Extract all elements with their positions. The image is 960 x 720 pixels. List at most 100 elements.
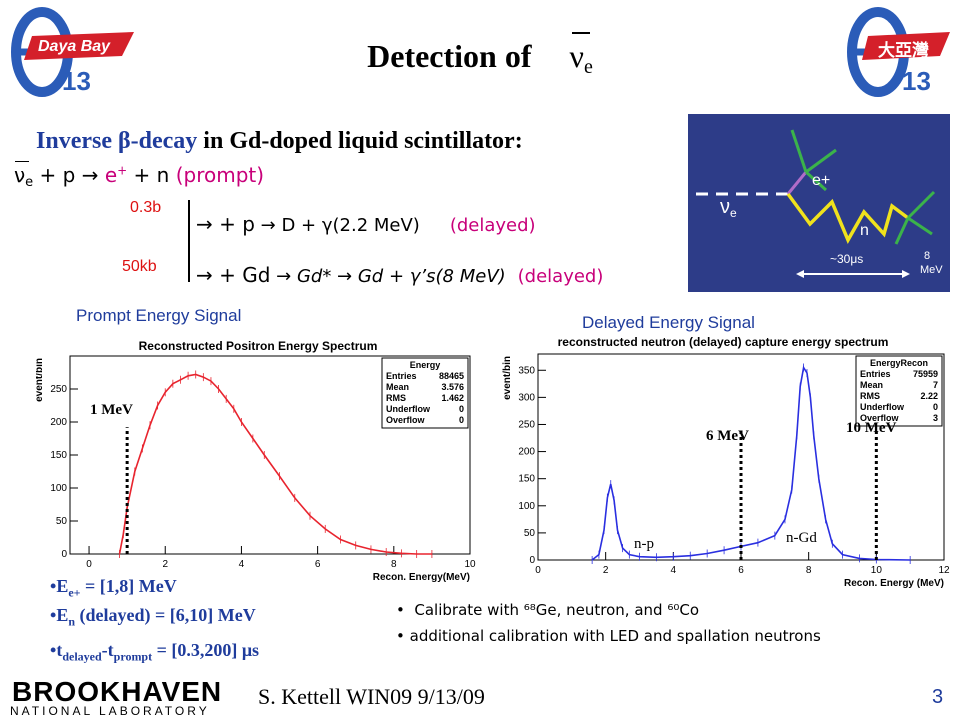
subtitle-a: Inverse [36,128,118,154]
chart-title: Reconstructed Positron Energy Spectrum [139,339,378,353]
stats-key: RMS [386,393,406,403]
daya-bay-logo-right: 大亞灣 13 [818,6,958,98]
subtitle-c: in Gd-doped liquid scintillator: [197,128,523,154]
y-tick-label: 300 [518,392,535,403]
bnl-logo: BROOKHAVEN NATIONAL LABORATORY [4,676,254,720]
mark-10mev-label: 10 MeV [846,420,897,436]
x-axis-label: Recon. Energy (MeV) [844,578,944,589]
x-tick-label: 6 [738,565,744,576]
stats-key: Entries [860,369,891,379]
np-label: n-p [634,536,654,552]
stats-value: 0 [459,404,464,414]
neutron-capture-chart: reconstructed neutron (delayed) capture … [492,334,954,592]
x-tick-label: 8 [391,559,397,570]
x-tick-label: 0 [535,565,541,576]
stats-key: Entries [386,371,417,381]
x-tick-label: 8 [806,565,812,576]
stats-name: Energy [410,360,441,370]
x-axis-label: Recon. Energy(MeV) [373,572,470,583]
subtitle-b: -decay [130,128,198,154]
title-nu-symbol: ν [569,38,584,74]
diagram-time: ~30μs [830,252,864,266]
cut-neutron: •En (delayed) = [6,10] MeV [50,605,256,629]
delayed-reaction-1: → + p → D + γ(2.2 MeV) (delayed) [196,212,536,236]
stats-name: EnergyRecon [870,358,928,368]
calibration-1-text: Calibrate with ⁶⁸Ge, neutron, and ⁶⁰Co [414,601,700,619]
diagram-nu-symbol: ν [720,196,730,218]
stats-key: Overflow [860,413,900,423]
cut2-sub: n [68,614,76,629]
calibration-2: • additional calibration with LED and sp… [396,627,821,645]
stats-value: 3.576 [441,382,464,392]
stats-value: 75959 [913,369,938,379]
y-tick-label: 150 [518,474,535,485]
y-tick-label: 0 [529,555,535,566]
reaction1-main: → + p [196,212,255,236]
slide-title: Detection of νe [0,32,960,79]
stats-key: Mean [860,380,883,390]
daya-bay-logo-left: Daya Bay 13 [4,6,144,98]
cut-time: •tdelayed-tprompt = [0.3,200] μs [50,640,260,664]
stats-key: RMS [860,391,880,401]
x-tick-label: 6 [315,559,321,570]
bnl-logo-line2: NATIONAL LABORATORY [10,704,210,718]
title-prefix: Detection of [367,38,532,74]
reaction-p: + p → [33,163,105,187]
y-axis-label: event/bin [36,358,45,402]
x-tick-label: 0 [86,559,92,570]
x-tick-label: 10 [871,565,883,576]
calibration-1: • Calibrate with ⁶⁸Ge, neutron, and ⁶⁰Co [396,601,700,619]
y-tick-label: 50 [56,516,68,527]
diagram-energy-1: 8 [924,250,931,262]
reaction-bracket [188,200,190,282]
ibd-diagram: νe e+ n ~30μs 8 MeV [688,114,950,292]
page-number: 3 [932,686,944,708]
stats-key: Mean [386,382,409,392]
mark-1mev-label: 1 MeV [90,402,133,418]
y-tick-label: 250 [518,419,535,430]
stats-box [855,355,943,427]
y-tick-label: 150 [50,450,67,461]
x-tick-label: 2 [603,565,609,576]
cut-positron: •Ee+ = [1,8] MeV [50,576,177,600]
mark-6mev-label: 6 MeV [706,428,749,444]
cross-section-2: 50kb [122,258,157,275]
reaction1-rest: → D + γ(2.2 MeV) [254,215,420,236]
stats-value: 0 [459,415,464,425]
y-axis-label: event/bin [502,356,513,400]
y-tick-label: 50 [524,528,536,539]
y-tick-label: 200 [50,417,67,428]
stats-value: 3 [933,413,938,423]
reaction2-rest: → Gd* → Gd + γ’s(8 MeV) [270,266,506,287]
cut2-pre: E [56,605,69,625]
diagram-energy-2: MeV [920,264,943,276]
reaction-nu-sub: e [25,175,34,190]
x-tick-label: 10 [464,559,476,570]
cut1-post: = [1,8] MeV [80,576,177,596]
ngd-label: n-Gd [786,530,817,546]
diagram-nu: νe [720,196,737,220]
delayed-signal-label: Delayed Energy Signal [582,313,755,332]
footer-author: S. Kettell WIN09 9/13/09 [258,684,485,709]
stats-key: Underflow [386,404,431,414]
cut3-pre: t [56,640,63,660]
x-tick-label: 12 [938,565,950,576]
stats-value: 1.462 [441,393,464,403]
subtitle-beta: β [117,128,131,154]
calibration-2-text: additional calibration with LED and spal… [409,627,821,645]
cross-section-1: 0.3b [130,199,162,216]
stats-key: Overflow [386,415,426,425]
logo-left-num: 13 [62,66,91,96]
stats-value: 0 [933,402,938,412]
stats-value: 2.22 [920,391,938,401]
y-tick-label: 100 [50,483,67,494]
logo-right-text: 大亞灣 [878,41,929,60]
y-tick-label: 200 [518,447,535,458]
reaction1-tag: (delayed) [449,215,536,236]
diagram-n: n [860,222,869,239]
reaction-nu: ν [14,163,26,187]
x-tick-label: 4 [239,559,245,570]
title-nu-sub: e [583,56,593,78]
logo-right-num: 13 [902,66,931,96]
x-tick-label: 2 [162,559,168,570]
